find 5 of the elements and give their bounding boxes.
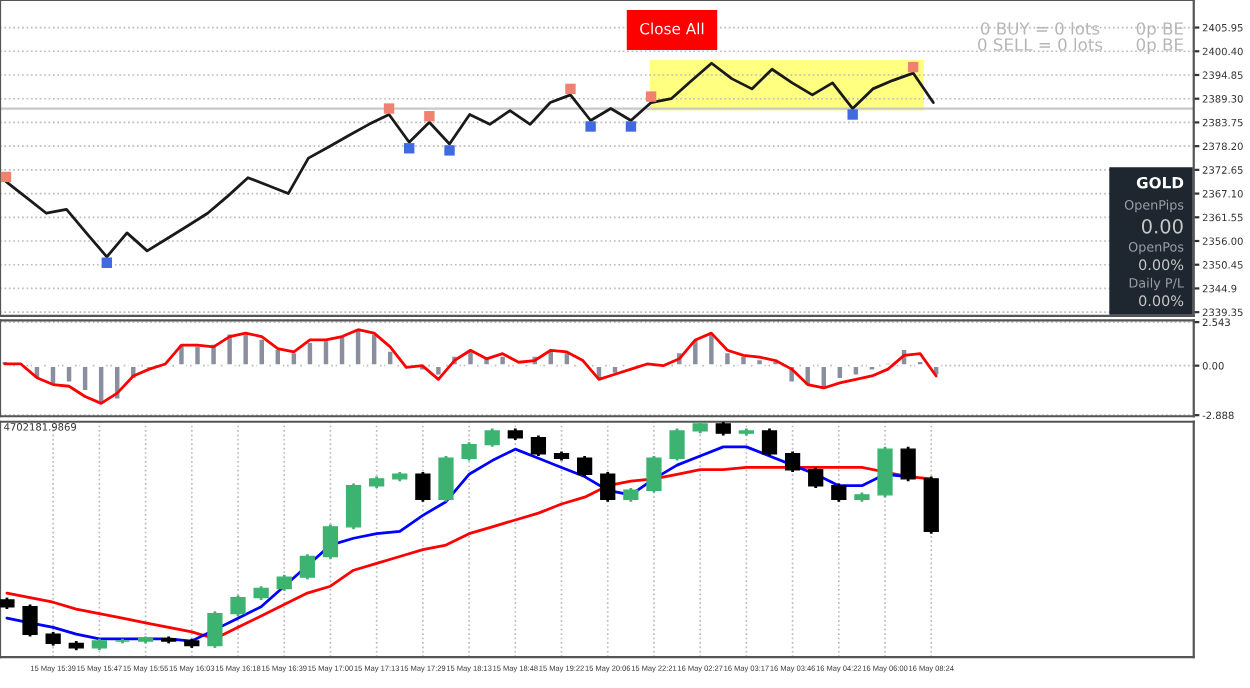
text: 0 BUY = 0 lots (980, 21, 1100, 35)
text: 0.00 (1141, 218, 1183, 234)
text: 0p BE (1136, 22, 1183, 39)
text: 0p BE (1136, 38, 1183, 55)
text: 0 SELL = 0 lots (978, 37, 1103, 51)
